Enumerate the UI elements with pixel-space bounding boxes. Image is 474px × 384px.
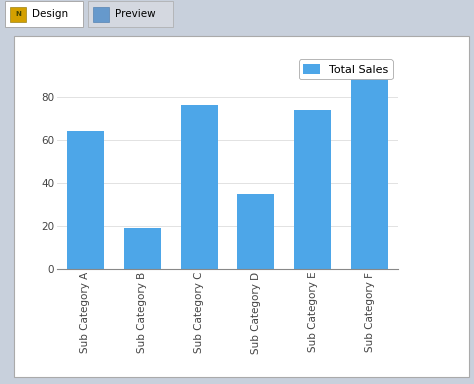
FancyBboxPatch shape (5, 2, 83, 27)
Bar (124, 228, 161, 269)
Bar (237, 194, 274, 269)
FancyBboxPatch shape (14, 36, 469, 377)
Bar (10, 7, 26, 22)
Bar (294, 110, 331, 269)
Bar (181, 105, 218, 269)
Legend: Total Sales: Total Sales (299, 59, 392, 79)
FancyBboxPatch shape (88, 2, 173, 27)
Text: N: N (15, 11, 21, 17)
Bar (351, 67, 388, 269)
Bar (67, 131, 104, 269)
Text: Preview: Preview (115, 9, 156, 19)
Bar (93, 7, 109, 22)
Text: Design: Design (32, 9, 68, 19)
